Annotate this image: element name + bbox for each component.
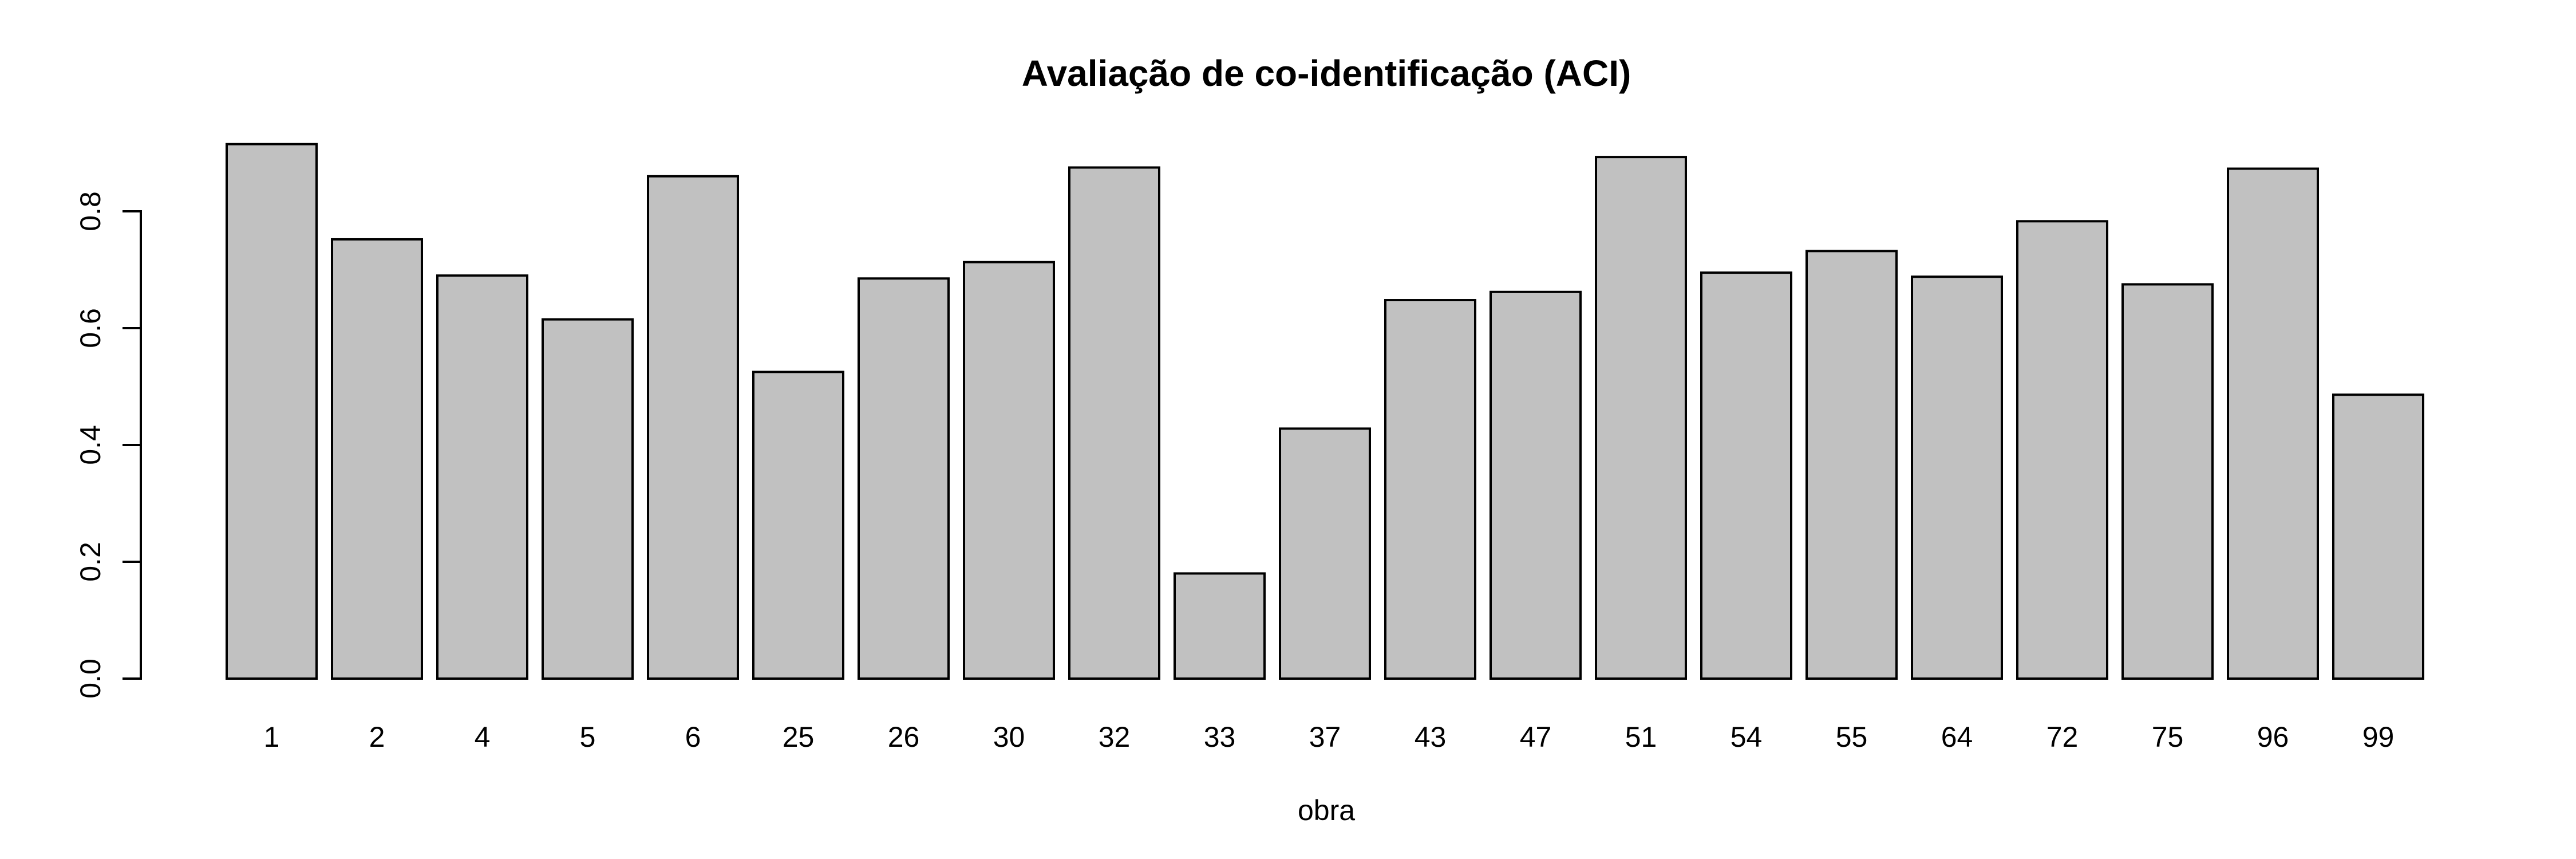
bar: [542, 318, 634, 680]
x-tick-label: 51: [1625, 721, 1657, 753]
x-tick-labels: 1 2 4 5 6 25 26 30 32 33 37 43 47 51 54 55 64 72 75 96 99: [264, 721, 2395, 753]
x-tick-label: 99: [2362, 721, 2395, 753]
y-tick-label: 0.2: [74, 542, 106, 582]
bar: [2227, 167, 2319, 680]
x-tick-label: 47: [1520, 721, 1552, 753]
bars: [226, 143, 2424, 680]
x-tick-label: 5: [580, 721, 596, 753]
y-tick-label: 0.6: [74, 308, 106, 348]
x-tick-label: 26: [888, 721, 920, 753]
bar: [226, 143, 318, 680]
bar: [1700, 271, 1792, 680]
bar: [752, 371, 844, 680]
bar: [331, 238, 423, 680]
x-tick-label: 32: [1099, 721, 1131, 753]
x-tick-label: 37: [1309, 721, 1341, 753]
x-tick-label: 30: [993, 721, 1025, 753]
x-tick-label: 1: [264, 721, 280, 753]
x-tick-label: 4: [475, 721, 491, 753]
bar: [1805, 250, 1898, 680]
bar: [436, 274, 528, 680]
bar: [1490, 290, 1582, 680]
y-tick-labels: 0.0 0.2 0.4 0.6 0.8: [74, 191, 106, 699]
bar: [1068, 166, 1160, 680]
x-tick-label: 64: [1941, 721, 1973, 753]
bar: [2121, 283, 2214, 680]
bar: [1595, 156, 1687, 680]
bar: [858, 277, 950, 680]
y-tick-label: 0.4: [74, 425, 106, 465]
x-tick-label: 55: [1836, 721, 1868, 753]
bar: [1911, 275, 2003, 680]
chart-title: Avaliação de co-identificação (ACI): [1022, 53, 1631, 94]
bar: [647, 175, 739, 680]
x-axis-label: obra: [1298, 794, 1355, 826]
x-tick-label: 33: [1204, 721, 1236, 753]
y-axis: 0.0 0.2 0.4 0.6 0.8: [74, 191, 142, 699]
x-tick-label: 6: [685, 721, 701, 753]
x-tick-label: 25: [783, 721, 815, 753]
bar: [1279, 427, 1371, 680]
bar: [2016, 220, 2108, 680]
bar: [1384, 299, 1476, 680]
x-tick-label: 54: [1730, 721, 1763, 753]
bar: [963, 261, 1055, 680]
x-tick-label: 2: [369, 721, 385, 753]
x-tick-label: 43: [1415, 721, 1447, 753]
bar: [1174, 572, 1266, 680]
x-tick-label: 75: [2152, 721, 2184, 753]
x-tick-label: 96: [2257, 721, 2289, 753]
y-tick-label: 0.8: [74, 191, 106, 231]
x-tick-label: 72: [2046, 721, 2079, 753]
y-ticks: [123, 210, 141, 680]
bar: [2332, 393, 2424, 680]
y-tick-label: 0.0: [74, 659, 106, 699]
